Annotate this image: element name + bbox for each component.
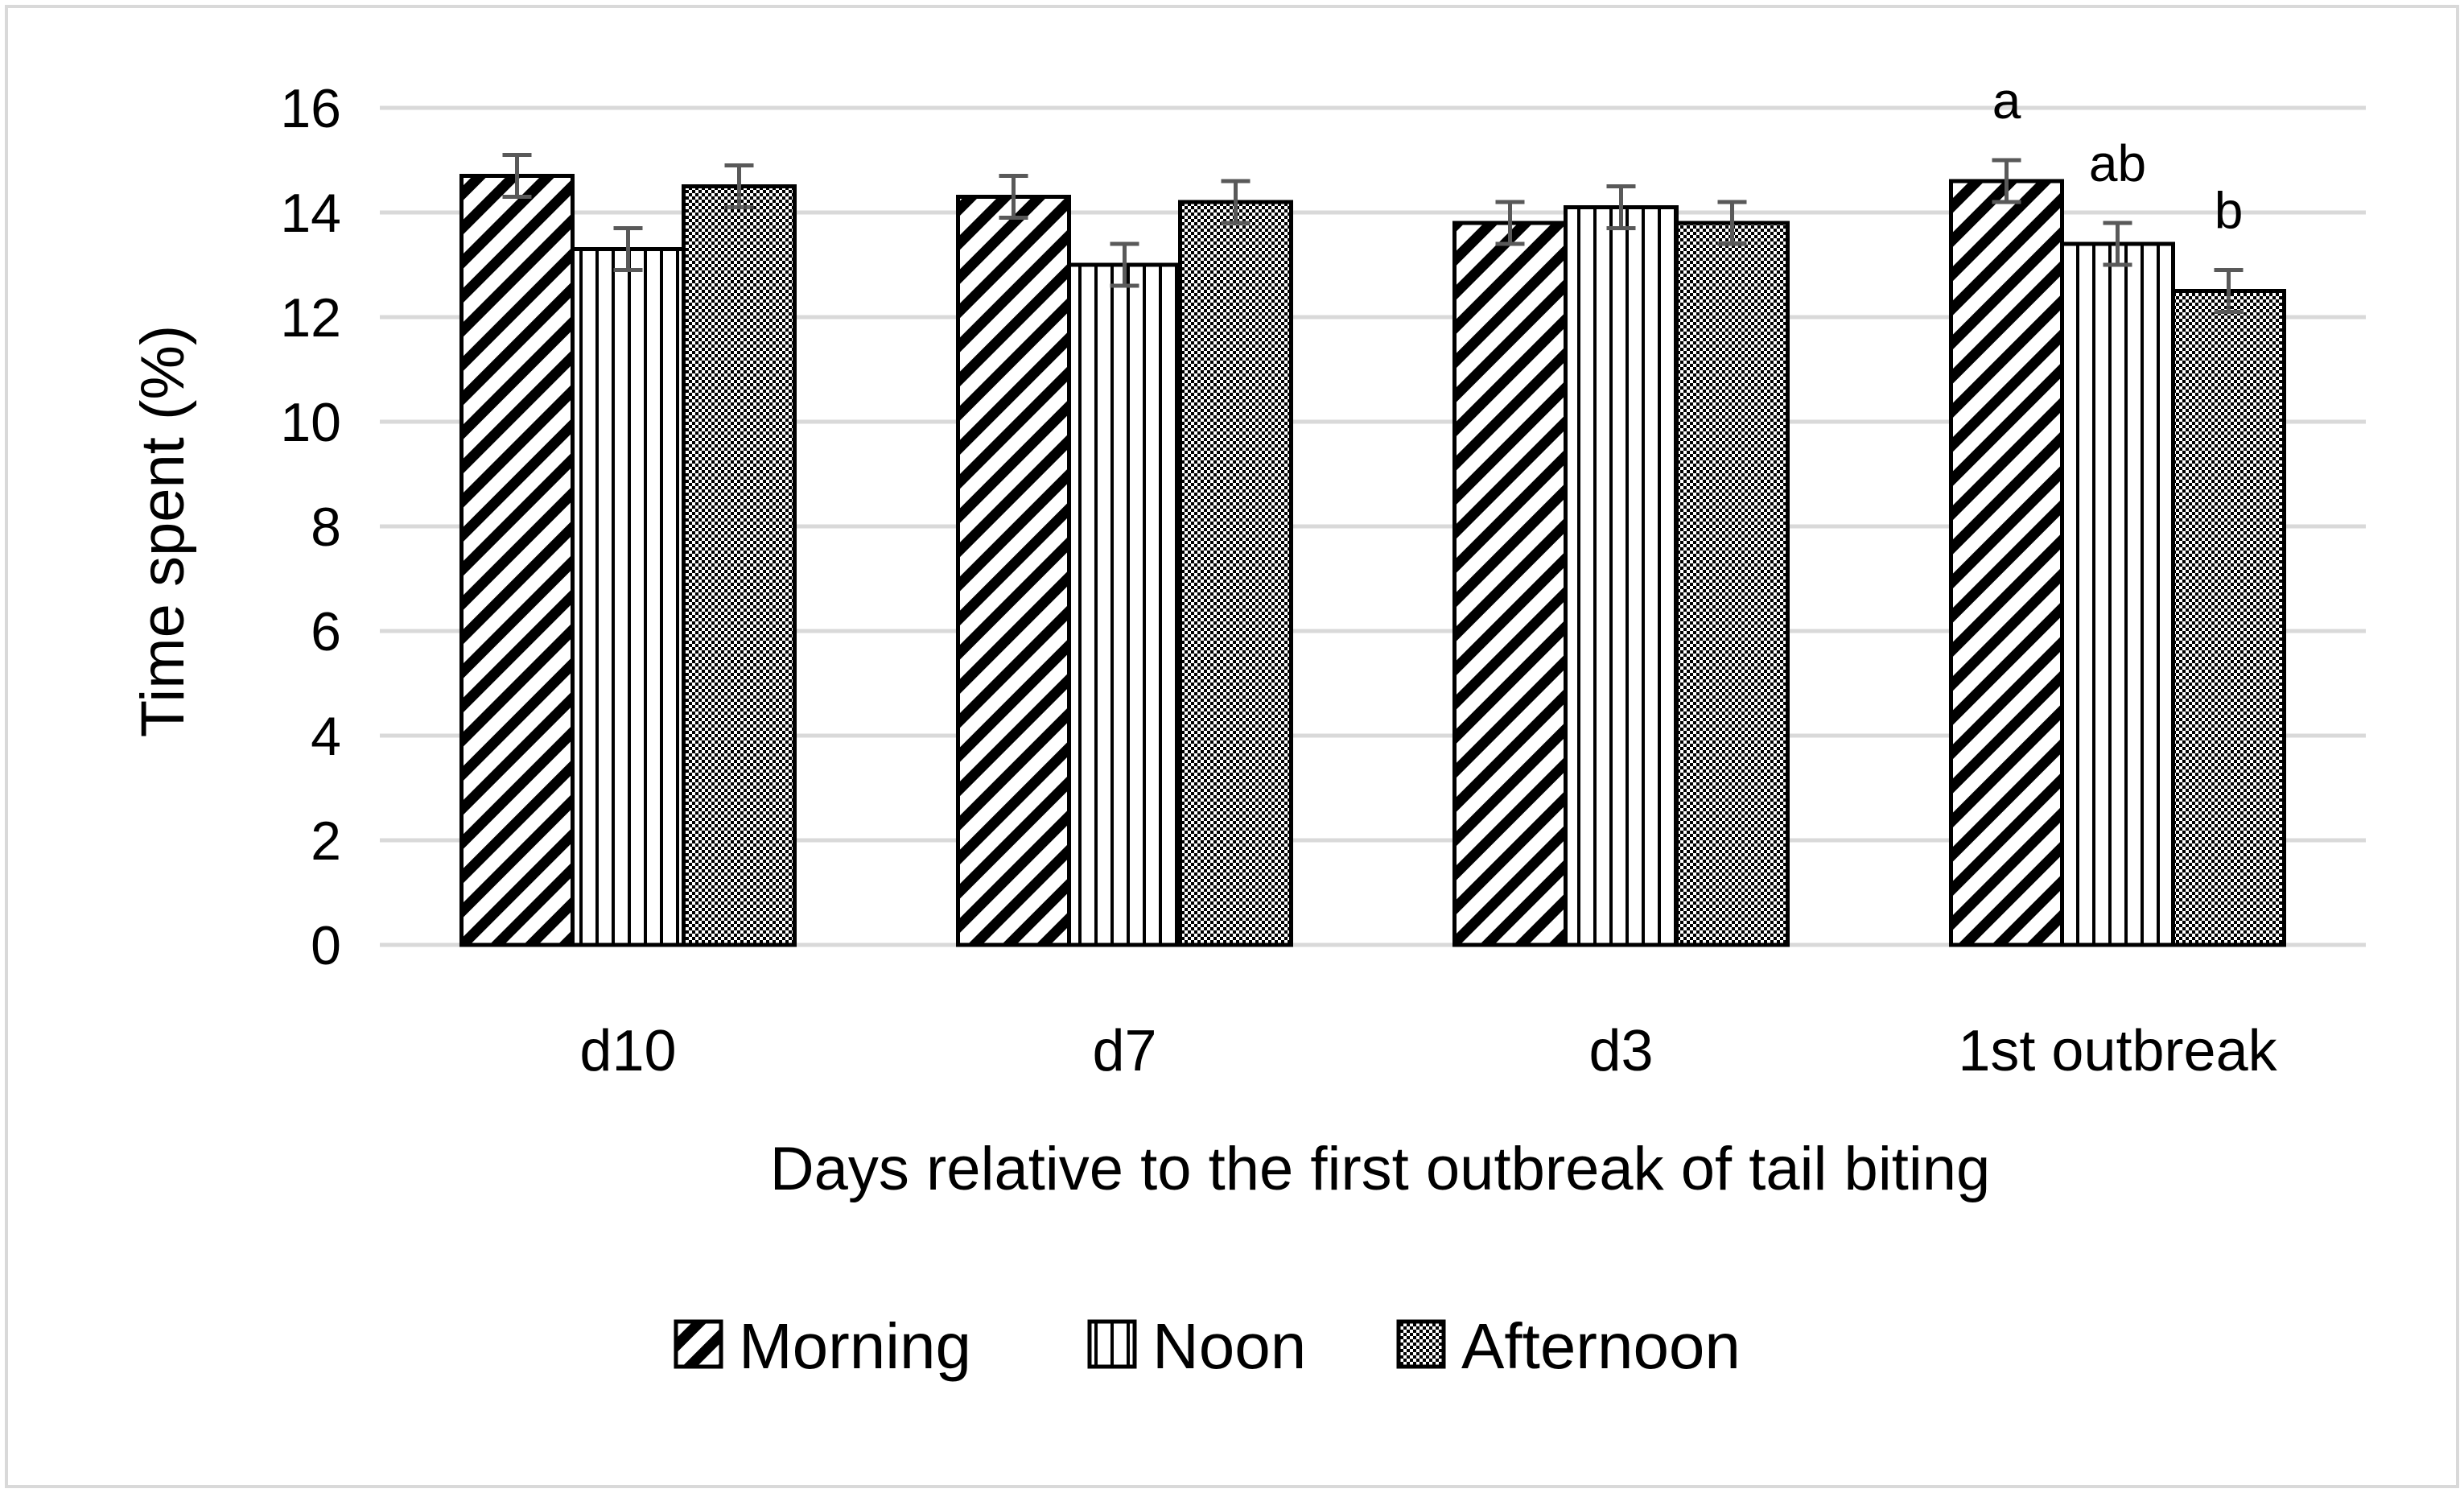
error-bar [502, 153, 532, 199]
bar-afternoon-d3 [1675, 221, 1790, 947]
error-bar [724, 163, 754, 209]
legend-label: Noon [1152, 1310, 1306, 1382]
legend-swatch [674, 1319, 723, 1369]
error-bar [999, 174, 1028, 220]
error-bar [1495, 200, 1525, 246]
bar-afternoon-d7 [1178, 200, 1293, 947]
significance-label: b [2215, 182, 2244, 240]
x-tick-label: 1st outbreak [1958, 1019, 2277, 1083]
significance-labels: a ab b [1992, 72, 2244, 240]
x-tick-label: d7 [1092, 1019, 1156, 1083]
bar-afternoon-d10 [682, 184, 797, 947]
error-bar [613, 226, 643, 272]
bar-morning-d7 [956, 195, 1071, 947]
y-tick-label: 6 [311, 601, 341, 662]
x-axis-title: Days relative to the first outbreak of t… [770, 1135, 1991, 1203]
bar-morning-1st-outbreak [1949, 179, 2064, 947]
legend-swatch [1087, 1319, 1137, 1369]
legend-label: Morning [739, 1310, 971, 1382]
legend: Morning Noon Afternoon [674, 1310, 1741, 1382]
legend-swatch [1396, 1319, 1446, 1369]
x-tick-label: d3 [1588, 1019, 1653, 1083]
y-tick-label: 4 [311, 706, 341, 767]
bar-noon-d7 [1067, 262, 1182, 947]
bar-noon-d3 [1564, 205, 1679, 947]
y-tick-label: 12 [280, 287, 341, 349]
legend-label: Afternoon [1461, 1310, 1741, 1382]
y-axis-title: Time spent (%) [129, 325, 197, 737]
bars [459, 174, 2286, 947]
legend-item-afternoon: Afternoon [1396, 1310, 1741, 1382]
tick-labels: 0 2 4 6 8 10 12 14 16 d10 d7 d3 1st outbreak [280, 78, 2277, 1083]
significance-label: ab [2089, 134, 2146, 192]
y-tick-label: 14 [280, 183, 341, 244]
x-tick-label: d10 [579, 1019, 676, 1083]
error-bar [2214, 268, 2244, 314]
error-bar [1110, 241, 1139, 288]
error-bar [1717, 200, 1747, 246]
y-tick-label: 2 [311, 810, 341, 872]
bar-morning-d10 [459, 174, 575, 947]
y-tick-label: 10 [280, 392, 341, 453]
bar-morning-d3 [1452, 221, 1568, 947]
significance-label: a [1992, 72, 2021, 130]
error-bar [1221, 179, 1251, 225]
bar-noon-1st-outbreak [2060, 241, 2175, 947]
y-tick-label: 16 [280, 78, 341, 139]
bar-noon-d10 [571, 247, 686, 947]
error-bar [2103, 221, 2132, 267]
y-tick-label: 8 [311, 497, 341, 558]
error-bar [1992, 158, 2021, 204]
error-bar [1606, 184, 1636, 230]
legend-item-morning: Morning [674, 1310, 971, 1382]
bar-afternoon-1st-outbreak [2171, 289, 2286, 947]
error-bars [502, 153, 2244, 314]
legend-item-noon: Noon [1087, 1310, 1306, 1382]
y-tick-label: 0 [311, 915, 341, 976]
